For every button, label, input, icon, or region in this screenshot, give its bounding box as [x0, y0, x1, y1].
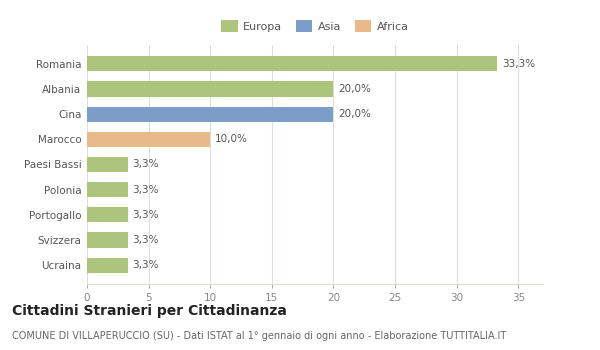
Text: 3,3%: 3,3% [133, 235, 159, 245]
Text: 20,0%: 20,0% [338, 109, 371, 119]
Text: COMUNE DI VILLAPERUCCIO (SU) - Dati ISTAT al 1° gennaio di ogni anno - Elaborazi: COMUNE DI VILLAPERUCCIO (SU) - Dati ISTA… [12, 331, 506, 341]
Bar [87, 132, 210, 147]
Text: 33,3%: 33,3% [502, 59, 535, 69]
Bar [87, 207, 128, 222]
Bar [87, 157, 128, 172]
Bar [87, 232, 128, 247]
Text: 3,3%: 3,3% [133, 260, 159, 270]
Bar [87, 258, 128, 273]
Text: 20,0%: 20,0% [338, 84, 371, 94]
Bar [87, 56, 497, 71]
Text: 3,3%: 3,3% [133, 210, 159, 220]
Text: 3,3%: 3,3% [133, 185, 159, 195]
Legend: Europa, Asia, Africa: Europa, Asia, Africa [218, 17, 412, 35]
Bar [87, 107, 334, 122]
Bar [87, 182, 128, 197]
Text: Cittadini Stranieri per Cittadinanza: Cittadini Stranieri per Cittadinanza [12, 304, 287, 318]
Bar [87, 82, 334, 97]
Text: 10,0%: 10,0% [215, 134, 248, 144]
Text: 3,3%: 3,3% [133, 160, 159, 169]
